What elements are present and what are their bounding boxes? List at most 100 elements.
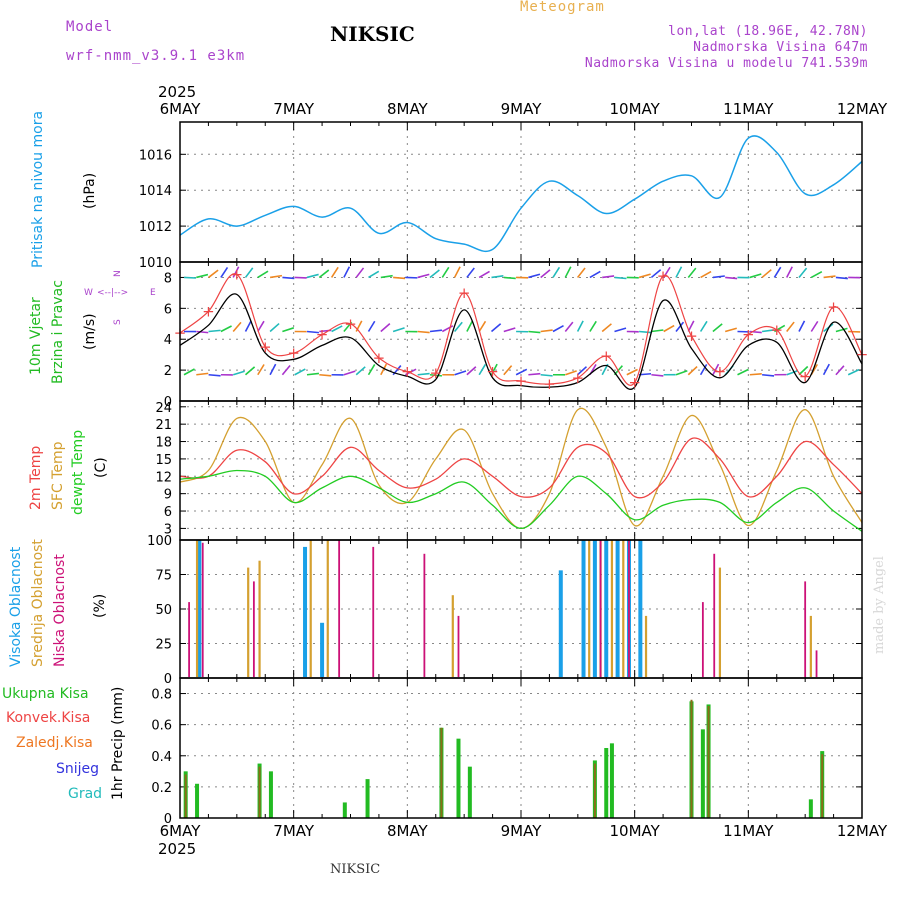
lonlat-label: lon,lat (18.96E, 42.78N) [668, 24, 868, 39]
wind-gust-marker: + [515, 372, 528, 390]
wind-barb [700, 270, 712, 279]
top-time-tick-label: 11MAY [723, 100, 774, 118]
wind-gust-marker: + [543, 375, 556, 393]
cloud-bar [423, 553, 426, 677]
wind-barb [614, 327, 627, 333]
wind-barb [712, 323, 723, 333]
precip-total-bar [342, 802, 347, 818]
wind-gust-marker: + [600, 347, 613, 365]
wind-barb [257, 364, 265, 376]
wind-barb [725, 276, 738, 280]
wind-barb [405, 368, 417, 376]
wind-barb [773, 266, 782, 278]
top-time-tick-label: 6MAY [160, 100, 202, 118]
wind-barb [528, 273, 541, 279]
wind-barb [453, 321, 463, 333]
cloud-bar [588, 540, 591, 677]
precip-conv-bar [821, 754, 824, 818]
wind-barb [441, 325, 454, 333]
wind-barb [626, 368, 638, 376]
wind-barb [639, 372, 652, 376]
cloud-bar [320, 622, 325, 677]
page-title: NIKSIC [330, 22, 415, 46]
value-tick-label: 1010 [139, 256, 172, 271]
top-time-tick-label: 7MAY [273, 100, 315, 118]
value-tick-label: 6 [164, 302, 172, 317]
wind-gust-marker: + [799, 367, 812, 385]
value-tick-label: 0.6 [151, 719, 172, 734]
footer-station: NIKSIC [330, 862, 381, 877]
wind-barb [835, 276, 848, 280]
precip-total-bar [456, 738, 461, 818]
legend-hail: Grad [68, 786, 103, 802]
wind-barb [257, 270, 269, 279]
wind-barb [380, 323, 391, 333]
value-tick-label: 0.8 [151, 688, 172, 703]
wind-barb [355, 366, 366, 376]
wind-gust-marker: + [770, 321, 783, 339]
wind-barb [490, 323, 502, 333]
cloud-bar [815, 650, 818, 677]
wind-barb [208, 329, 221, 333]
cloud-bar [610, 540, 614, 677]
wind-gust-marker: + [657, 267, 670, 285]
wind-gust-marker: + [401, 363, 414, 381]
wind-gust-marker: + [429, 364, 442, 382]
wind-barb [749, 273, 762, 279]
wind-barb [503, 276, 516, 280]
wind-barb [798, 365, 809, 376]
cloud-bar [638, 540, 643, 677]
wind-barb [282, 276, 295, 280]
wind-barb [552, 266, 561, 278]
wind-barb [565, 370, 577, 376]
wind-gust-marker: + [259, 338, 272, 356]
wind-barb [196, 372, 209, 376]
wind-gust-marker: + [827, 298, 840, 316]
cloud-bar [457, 615, 460, 677]
bottom-time-tick-label: 7MAY [273, 822, 315, 840]
bottom-time-tick-label: 9MAY [501, 822, 543, 840]
wind-gust-marker: + [572, 369, 585, 387]
value-tick-label: 3 [164, 522, 172, 537]
value-tick-label: 18 [155, 436, 172, 451]
wind-barb [306, 273, 319, 279]
wind-barb [835, 327, 848, 333]
precip-total-bar [467, 766, 472, 818]
wind-barb [331, 325, 343, 333]
cloud-bar [804, 581, 807, 677]
wind-barb [343, 266, 351, 278]
cloud-bar [326, 540, 329, 677]
wind-barb [540, 373, 553, 377]
wind-barb [785, 266, 793, 278]
wind-barb [564, 266, 572, 278]
wind-gust-marker: + [486, 363, 499, 381]
value-tick-label: 2 [164, 364, 172, 379]
cloud-bar [195, 540, 199, 677]
wind-gust-marker: + [373, 349, 386, 367]
value-tick-label: 0 [164, 395, 172, 410]
wind-barb [319, 373, 332, 377]
wind-barb [281, 364, 291, 376]
wind-barb [417, 372, 430, 376]
wind-gust-marker: + [287, 344, 300, 362]
wind-barb [639, 330, 652, 334]
wind-barb [724, 327, 737, 333]
wind-barb [196, 273, 209, 279]
wind-barb [380, 363, 388, 376]
temp-2m-line [179, 437, 863, 499]
wind-barb [761, 269, 772, 279]
altitude-label: Nadmorska Visina 647m [693, 40, 868, 55]
wind-barb [564, 321, 574, 333]
value-tick-label: 6 [164, 505, 172, 520]
value-tick-label: 100 [147, 534, 172, 549]
cloud-bar [252, 581, 255, 677]
wind-barb [380, 274, 393, 279]
model-altitude-label: Nadmorska Visina u modelu 741.539m [584, 56, 868, 71]
wind-barb [675, 266, 683, 278]
wind-barb [196, 330, 209, 334]
wind-barb [454, 370, 467, 376]
wind-barb [393, 276, 406, 280]
wind-barb [602, 275, 615, 279]
precip-conv-bar [258, 766, 261, 818]
wind-barb [269, 322, 280, 333]
